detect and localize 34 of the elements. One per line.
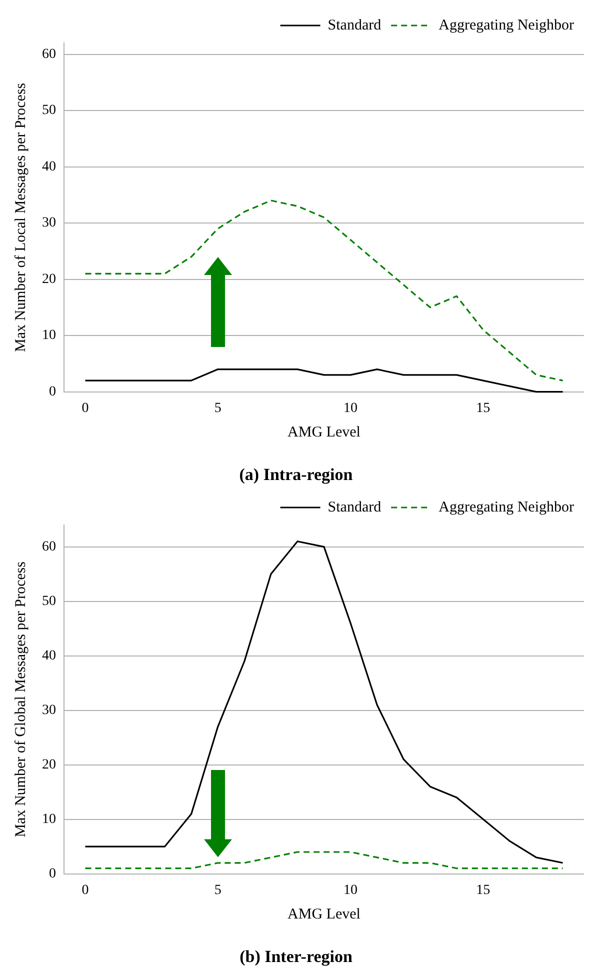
x-tick-label: 5 [214, 400, 222, 416]
x-tick-label: 0 [82, 400, 89, 416]
x-axis-title: AMG Level [288, 424, 360, 441]
y-tick-label: 30 [42, 216, 56, 231]
y-tick-label: 60 [42, 539, 56, 554]
y-tick-label: 0 [49, 866, 56, 882]
y-tick-label: 40 [42, 648, 56, 664]
y-tick-label: 20 [42, 272, 56, 287]
legend-label: Aggregating Neighbor [438, 499, 574, 516]
y-tick-label: 30 [42, 702, 56, 718]
text: (a) Intra-region [239, 465, 354, 484]
x-tick-label: 15 [476, 400, 490, 416]
x-tick-label: 5 [214, 882, 222, 898]
y-tick-label: 0 [49, 384, 56, 400]
y-axis-title: Max Number of Local Messages per Process [12, 82, 29, 352]
legend-label: Aggregating Neighbor [438, 17, 574, 34]
x-tick-label: 15 [476, 882, 490, 898]
text: (b) Inter-region [240, 947, 353, 966]
legend-label: Standard [328, 17, 382, 34]
line-series [84, 851, 564, 870]
legend-label: Standard [328, 499, 382, 516]
x-tick-label: 10 [344, 400, 358, 416]
y-tick-label: 10 [42, 328, 56, 344]
y-tick-label: 60 [42, 46, 56, 62]
x-tick-label: 0 [82, 882, 89, 898]
x-axis-title: AMG Level [288, 906, 360, 923]
y-axis-title: Max Number of Global Messages per Process [12, 561, 29, 838]
y-tick-label: 40 [42, 159, 56, 174]
y-tick-label: 20 [42, 757, 56, 772]
y-tick-label: 50 [42, 103, 56, 118]
x-tick-label: 10 [344, 882, 358, 898]
y-tick-label: 10 [42, 812, 56, 827]
line-series [84, 200, 564, 382]
y-tick-label: 50 [42, 594, 56, 609]
